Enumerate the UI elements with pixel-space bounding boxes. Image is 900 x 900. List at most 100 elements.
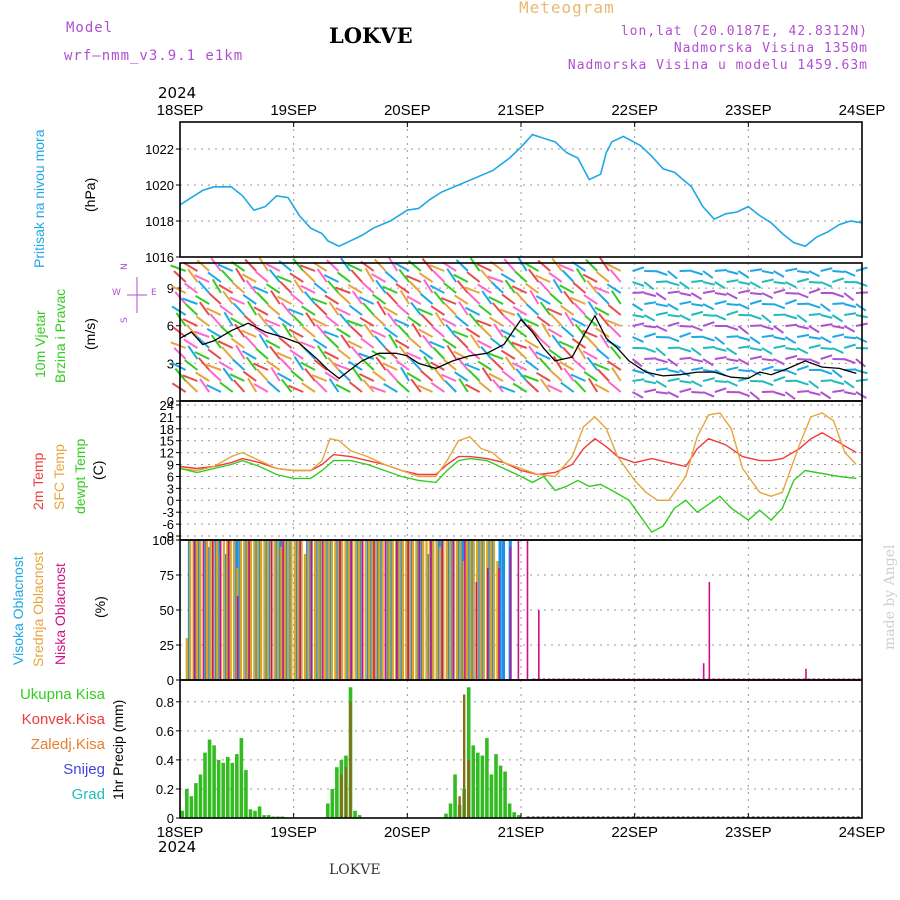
wind-barb	[797, 358, 810, 361]
wind-barb	[245, 356, 258, 371]
wind-barb	[796, 270, 810, 274]
wind-barb	[512, 305, 528, 316]
time-label-top: 24SEP	[839, 102, 886, 119]
wind-barb	[400, 366, 410, 382]
wind-barb	[796, 277, 809, 283]
wind-barb	[726, 270, 739, 275]
wind-barb	[422, 334, 434, 349]
wind-barb	[702, 346, 716, 349]
wind-barb	[784, 391, 796, 400]
precip-total-bar	[185, 788, 189, 818]
wind-barb	[336, 271, 351, 283]
model-label: Model	[66, 20, 114, 36]
wind-barb	[232, 302, 246, 316]
wind-barb	[221, 269, 234, 283]
precip-total-bar	[198, 774, 203, 818]
wind-barb	[394, 318, 410, 327]
wind-barb	[312, 338, 328, 349]
wind-barb	[679, 331, 692, 338]
wind-barb	[576, 344, 587, 360]
cloud-low-bar	[526, 540, 529, 680]
wind-barb	[291, 313, 304, 327]
wind-barb	[749, 281, 762, 289]
wind-barb	[453, 294, 469, 305]
wind-barb	[499, 308, 516, 316]
cloud-mid-bar	[462, 561, 465, 680]
wind-barb	[501, 370, 516, 382]
cloud-mid-bar	[489, 540, 492, 680]
cloud-mid-bar	[432, 540, 435, 680]
model-altitude-label: Nadmorska Visina u modelu 1459.63m	[567, 58, 868, 73]
wind-barb	[347, 263, 363, 272]
wind-barb	[487, 352, 504, 360]
wind-barb	[536, 315, 551, 327]
y-tick-label: 15	[160, 434, 174, 449]
wind-barb	[737, 391, 750, 398]
wind-barb	[336, 327, 351, 338]
wind-barb	[430, 305, 445, 316]
cloud-low-bar	[202, 540, 205, 680]
wind-barb	[183, 261, 198, 272]
wind-barb	[223, 311, 234, 327]
cloud-mid-bar	[411, 540, 415, 680]
wind-barb	[269, 345, 281, 360]
cloud-mid-bar	[330, 540, 334, 680]
time-label-bottom: 19SEP	[270, 824, 317, 841]
cloud-mid-label: Srednja Oblacnost	[30, 551, 46, 667]
altitude-label: Nadmorska Visina 1350m	[673, 41, 868, 56]
precip-total-bar	[253, 810, 257, 818]
cloud-low-bar	[538, 610, 540, 680]
cloud-low-bar	[248, 540, 250, 680]
wind-barb	[208, 292, 222, 305]
wind-barb	[831, 369, 843, 379]
wind-barb	[479, 325, 493, 338]
wind-barb	[429, 264, 445, 272]
cloud-low-label: Niska Oblacnost	[52, 563, 68, 665]
wind-barb	[301, 326, 316, 338]
wind-barb	[196, 259, 210, 272]
wind-barb	[749, 314, 762, 321]
wind-barb	[655, 280, 669, 283]
wind-barb	[552, 278, 563, 294]
wind-barb	[265, 339, 281, 349]
wind-barb	[667, 303, 679, 311]
wind-barb	[376, 300, 387, 316]
wind-barb	[585, 335, 598, 349]
wind-barb	[573, 302, 587, 316]
temp-dewpt-label: dewpt Temp	[72, 438, 88, 514]
cloud-mid-bar	[351, 540, 354, 680]
wind-barb	[517, 256, 528, 272]
wind-barb	[339, 313, 352, 327]
wind-barb	[338, 369, 351, 382]
wind-barb	[478, 304, 493, 316]
y-tick-label: 0	[167, 811, 174, 826]
y-tick-label: 9	[167, 281, 174, 296]
wind-barb	[535, 295, 551, 305]
precip-total-bar	[330, 788, 335, 818]
y-tick-label: 18	[160, 422, 174, 437]
wind-barb	[500, 272, 516, 283]
wind-barb	[761, 365, 774, 371]
wind-barb	[411, 322, 422, 338]
wind-barb	[644, 301, 657, 305]
wind-barb	[347, 283, 363, 294]
wind-barb	[538, 357, 551, 371]
wind-barb	[419, 369, 434, 382]
wind-barb	[820, 336, 832, 344]
wind-barb	[340, 257, 352, 272]
cloud-mid-bar	[388, 540, 391, 680]
wind-barb	[235, 344, 246, 360]
wind-barb	[563, 367, 575, 382]
wind-barb	[738, 281, 751, 286]
wind-barb	[644, 292, 657, 298]
wind-barb	[609, 345, 622, 360]
wind-barb	[170, 341, 187, 349]
cloud-mid-bar	[435, 540, 438, 680]
wind-barb	[194, 274, 210, 283]
wind-barb	[820, 281, 833, 288]
wind-barb	[469, 257, 481, 272]
wind-barb	[219, 304, 234, 316]
precip-panel-label: 1hr Precip (mm)	[110, 699, 126, 800]
wind-barb	[270, 366, 281, 382]
y-tick-label: -6	[162, 517, 174, 532]
